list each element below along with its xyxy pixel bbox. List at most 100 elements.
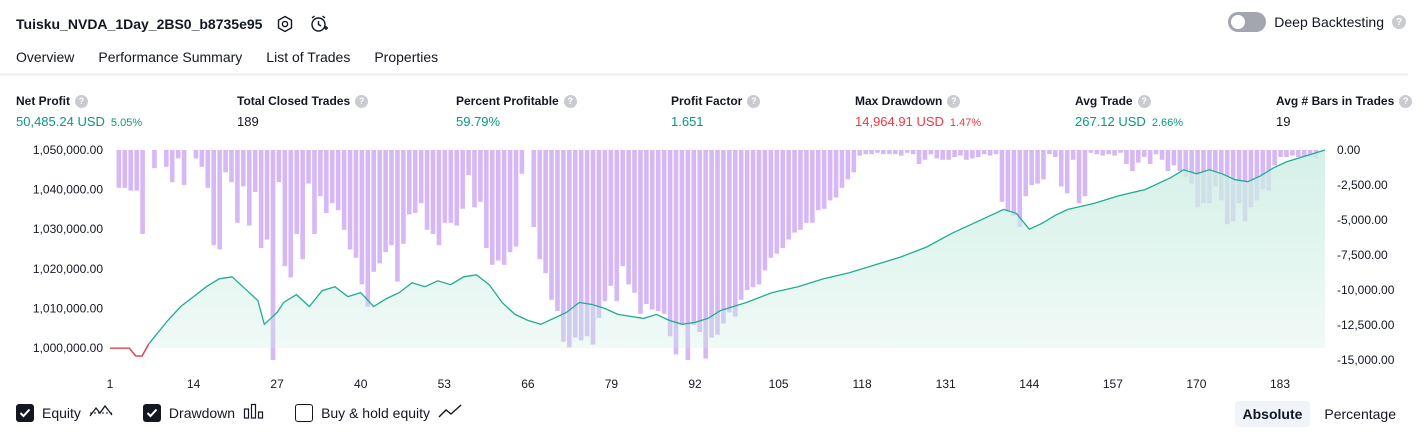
drawdown-bar bbox=[572, 150, 578, 338]
drawdown-bar bbox=[181, 150, 187, 185]
drawdown-bar bbox=[620, 150, 625, 267]
drawdown-bar bbox=[324, 150, 329, 213]
drawdown-bar bbox=[519, 150, 525, 174]
drawdown-bar bbox=[241, 150, 246, 187]
metric-value: 59.79% bbox=[456, 114, 501, 129]
drawdown-bar bbox=[827, 150, 833, 201]
equity-drawdown-chart[interactable]: 1,050,000.00 1,040,000.00 1,030,000.00 1,02… bbox=[0, 140, 1424, 396]
deep-backtesting-toggle[interactable] bbox=[1228, 12, 1267, 32]
drawdown-bar bbox=[632, 150, 637, 293]
drawdown-bar bbox=[430, 150, 436, 234]
tab-properties[interactable]: Properties bbox=[374, 49, 439, 65]
mode-percentage[interactable]: Percentage bbox=[1324, 406, 1396, 422]
drawdown-bar bbox=[1183, 150, 1189, 177]
legend-buy-hold[interactable]: Buy & hold equity bbox=[295, 403, 462, 422]
info-icon[interactable]: ? bbox=[947, 94, 961, 108]
info-icon[interactable]: ? bbox=[563, 94, 577, 108]
drawdown-bar bbox=[1023, 150, 1028, 197]
metric-value: 1.651 bbox=[671, 114, 704, 129]
tab-list-of-trades[interactable]: List of Trades bbox=[266, 49, 351, 65]
tab-overview[interactable]: Overview bbox=[16, 48, 75, 76]
drawdown-bar bbox=[466, 150, 471, 176]
drawdown-bar bbox=[815, 150, 821, 211]
drawdown-bar bbox=[341, 150, 347, 230]
buy-hold-checkbox[interactable] bbox=[295, 403, 314, 422]
drawdown-bar bbox=[454, 150, 460, 226]
drawdown-bar bbox=[792, 150, 797, 233]
drawdown-bar bbox=[655, 150, 661, 311]
drawdown-bar bbox=[863, 150, 868, 155]
chart-legend: Equity Drawdown Buy & hold equity bbox=[16, 403, 462, 422]
drawdown-bar bbox=[211, 150, 217, 246]
legend-equity[interactable]: Equity bbox=[16, 403, 113, 422]
metric-profit-factor: Profit Factor? 1.651 bbox=[671, 93, 761, 129]
tab-performance-summary[interactable]: Performance Summary bbox=[98, 49, 243, 65]
y-right-tick-label: -5,000.00 bbox=[1337, 213, 1388, 227]
y-left-tick-label: 1,040,000.00 bbox=[33, 183, 103, 197]
drawdown-bar bbox=[484, 150, 489, 248]
metric-avg-trade: Avg Trade? 267.12 USD 2.66% bbox=[1075, 93, 1183, 129]
drawdown-bar bbox=[691, 150, 697, 325]
drawdown-bar bbox=[910, 150, 916, 155]
drawdown-bar bbox=[1272, 150, 1277, 166]
info-icon[interactable]: ? bbox=[75, 94, 88, 108]
drawdown-bar bbox=[270, 150, 276, 360]
drawdown-bar bbox=[543, 150, 548, 274]
drawdown-bar bbox=[1248, 150, 1254, 208]
equity-checkbox[interactable] bbox=[16, 403, 34, 422]
drawdown-bar bbox=[898, 150, 904, 156]
drawdown-bar bbox=[193, 150, 199, 159]
drawdown-bar bbox=[661, 150, 667, 314]
drawdown-bar bbox=[833, 150, 839, 198]
drawdown-bar bbox=[377, 150, 382, 264]
alert-clock-icon[interactable] bbox=[308, 13, 330, 35]
drawdown-bar bbox=[359, 150, 365, 285]
drawdown-bar bbox=[839, 150, 845, 188]
drawdown-bar bbox=[1153, 150, 1159, 155]
drawdown-checkbox[interactable] bbox=[142, 403, 161, 422]
drawdown-bar bbox=[845, 150, 851, 180]
drawdown-bar bbox=[495, 150, 501, 261]
drawdown-bar bbox=[116, 150, 122, 188]
drawdown-bar bbox=[347, 150, 353, 250]
drawdown-bar bbox=[851, 150, 857, 173]
drawdown-bar bbox=[1053, 150, 1058, 157]
info-icon[interactable]: ? bbox=[355, 94, 369, 108]
mode-absolute[interactable]: Absolute bbox=[1234, 401, 1311, 427]
legend-drawdown[interactable]: Drawdown bbox=[142, 403, 265, 422]
drawdown-bar bbox=[685, 150, 691, 360]
legend-label: Equity bbox=[42, 404, 81, 421]
metric-percent: 2.66% bbox=[1151, 117, 1184, 129]
drawdown-bar bbox=[217, 150, 222, 250]
drawdown-bar bbox=[555, 150, 560, 311]
drawdown-bar bbox=[152, 150, 157, 169]
metric-percent: 5.05% bbox=[110, 117, 143, 129]
drawdown-bar bbox=[134, 150, 139, 191]
info-icon[interactable]: ? bbox=[1399, 94, 1413, 108]
info-icon[interactable]: ? bbox=[1137, 94, 1151, 108]
drawdown-bar bbox=[970, 150, 975, 159]
y-left-tick-label: 1,050,000.00 bbox=[33, 143, 103, 157]
drawdown-bar bbox=[442, 150, 448, 223]
x-tick-label: 183 bbox=[1270, 377, 1290, 391]
drawdown-bar bbox=[1094, 150, 1100, 155]
metric-label: Profit Factor bbox=[671, 94, 743, 108]
help-icon[interactable]: ? bbox=[1392, 15, 1406, 29]
drawdown-bar bbox=[1041, 150, 1046, 180]
drawdown-series bbox=[116, 150, 1319, 360]
drawdown-bar bbox=[1011, 150, 1017, 216]
drawdown-bar bbox=[892, 150, 898, 155]
drawdown-bar bbox=[561, 150, 566, 342]
drawdown-bar bbox=[614, 150, 620, 302]
drawdown-bar bbox=[679, 150, 685, 324]
drawdown-bar bbox=[353, 150, 359, 258]
drawdown-bar bbox=[1035, 150, 1040, 184]
drawdown-bar bbox=[205, 150, 211, 188]
x-tick-label: 53 bbox=[438, 377, 452, 391]
drawdown-bar bbox=[312, 150, 317, 234]
drawdown-bar bbox=[732, 150, 738, 317]
settings-gear-icon[interactable] bbox=[274, 13, 296, 35]
drawdown-bar bbox=[946, 150, 951, 160]
info-icon[interactable]: ? bbox=[747, 94, 761, 108]
drawdown-bar bbox=[1165, 150, 1171, 171]
